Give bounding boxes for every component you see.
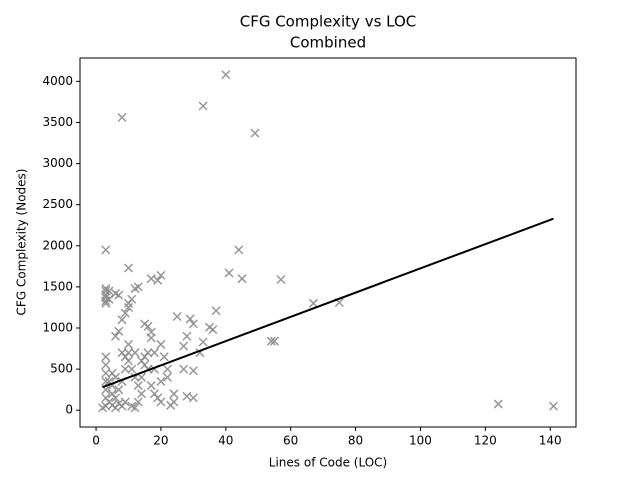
x-tick-label: 0 xyxy=(92,434,100,448)
scatter-point xyxy=(146,333,156,343)
scatter-point xyxy=(120,364,130,374)
scatter-point xyxy=(110,393,121,403)
scatter-point xyxy=(162,372,172,382)
scatter-point xyxy=(149,348,159,358)
scatter-point xyxy=(266,336,276,346)
scatter-point xyxy=(136,389,147,399)
scatter-point xyxy=(107,400,117,410)
y-tick-label: 2000 xyxy=(42,238,73,252)
x-tick-label: 80 xyxy=(348,434,363,448)
scatter-point xyxy=(156,270,166,280)
trend-line xyxy=(102,217,554,389)
x-tick-label: 20 xyxy=(153,434,168,448)
x-tick-label: 100 xyxy=(409,434,432,448)
scatter-point xyxy=(276,274,286,285)
y-tick-label: 3500 xyxy=(42,115,73,129)
x-tick-label: 140 xyxy=(539,434,562,448)
scatter-point xyxy=(221,70,231,80)
scatter-point xyxy=(101,368,111,378)
scatter-point xyxy=(120,308,130,318)
scatter-point xyxy=(172,311,182,322)
scatter-point xyxy=(198,101,208,111)
scatter-point xyxy=(101,245,111,255)
scatter-point xyxy=(123,339,134,349)
scatter-point xyxy=(101,286,111,296)
scatter-point xyxy=(123,356,134,366)
x-tick-label: 120 xyxy=(474,434,497,448)
scatter-point xyxy=(110,331,121,341)
x-tick-label: 40 xyxy=(218,434,233,448)
scatter-point xyxy=(169,397,179,407)
chart-subtitle: Combined xyxy=(290,34,366,52)
scatter-point xyxy=(114,326,124,336)
y-tick-label: 1000 xyxy=(42,321,73,335)
scatter-point xyxy=(114,385,124,395)
y-tick-label: 0 xyxy=(65,403,73,417)
scatter-point xyxy=(156,397,166,407)
scatter-point xyxy=(146,381,156,391)
scatter-point xyxy=(130,403,140,413)
scatter-point xyxy=(123,263,134,273)
scatter-point xyxy=(130,348,140,358)
scatter-point xyxy=(182,331,192,341)
scatter-point xyxy=(156,376,166,386)
scatter-point xyxy=(234,245,244,255)
scatter-point xyxy=(493,399,503,409)
y-tick-label: 500 xyxy=(50,362,73,376)
scatter-point xyxy=(123,348,134,358)
chart-title: CFG Complexity vs LOC xyxy=(240,13,417,31)
y-axis-label: CFG Complexity (Nodes) xyxy=(15,169,29,316)
scatter-point xyxy=(169,389,179,399)
scatter-point xyxy=(185,314,195,324)
scatter-point xyxy=(104,294,114,304)
y-tick-label: 1500 xyxy=(42,279,73,293)
scatter-point xyxy=(117,315,127,325)
plot-frame xyxy=(79,57,577,428)
scatter-point xyxy=(140,360,150,370)
scatter-point xyxy=(159,352,169,362)
scatter-point xyxy=(123,298,134,308)
scatter-point xyxy=(179,341,189,351)
scatter-point xyxy=(198,337,208,347)
y-tick-label: 4000 xyxy=(42,74,73,88)
scatter-point xyxy=(153,275,163,285)
scatter-point xyxy=(107,368,117,378)
scatter-point xyxy=(101,360,111,370)
scatter-point xyxy=(188,393,198,403)
x-tick-label: 60 xyxy=(283,434,298,448)
scatter-point xyxy=(208,325,218,335)
scatter-point xyxy=(133,381,143,391)
scatter-point xyxy=(188,366,198,376)
scatter-point xyxy=(146,274,156,284)
scatter-point xyxy=(269,336,280,346)
scatter-point xyxy=(308,298,318,308)
scatter-point xyxy=(237,274,247,284)
y-tick-label: 2500 xyxy=(42,197,73,211)
y-tick-label: 3000 xyxy=(42,156,73,170)
scatter-point xyxy=(162,364,172,374)
scatter-point xyxy=(188,319,198,329)
scatter-point xyxy=(211,306,221,316)
scatter-point xyxy=(140,319,150,329)
scatter-point xyxy=(127,364,137,374)
scatter-point xyxy=(250,128,260,138)
scatter-point xyxy=(179,364,189,374)
scatter-point xyxy=(182,391,192,401)
scatter-point xyxy=(101,352,111,362)
scatter-point xyxy=(224,268,234,278)
scatter-point xyxy=(123,302,134,312)
x-axis-label: Lines of Code (LOC) xyxy=(269,456,387,470)
scatter-point xyxy=(143,348,153,358)
scatter-point xyxy=(548,401,558,411)
scatter-point xyxy=(104,286,114,296)
scatter-point xyxy=(130,284,140,294)
scatter-point xyxy=(156,339,166,349)
scatter-point xyxy=(133,397,143,407)
scatter-point xyxy=(117,112,127,123)
